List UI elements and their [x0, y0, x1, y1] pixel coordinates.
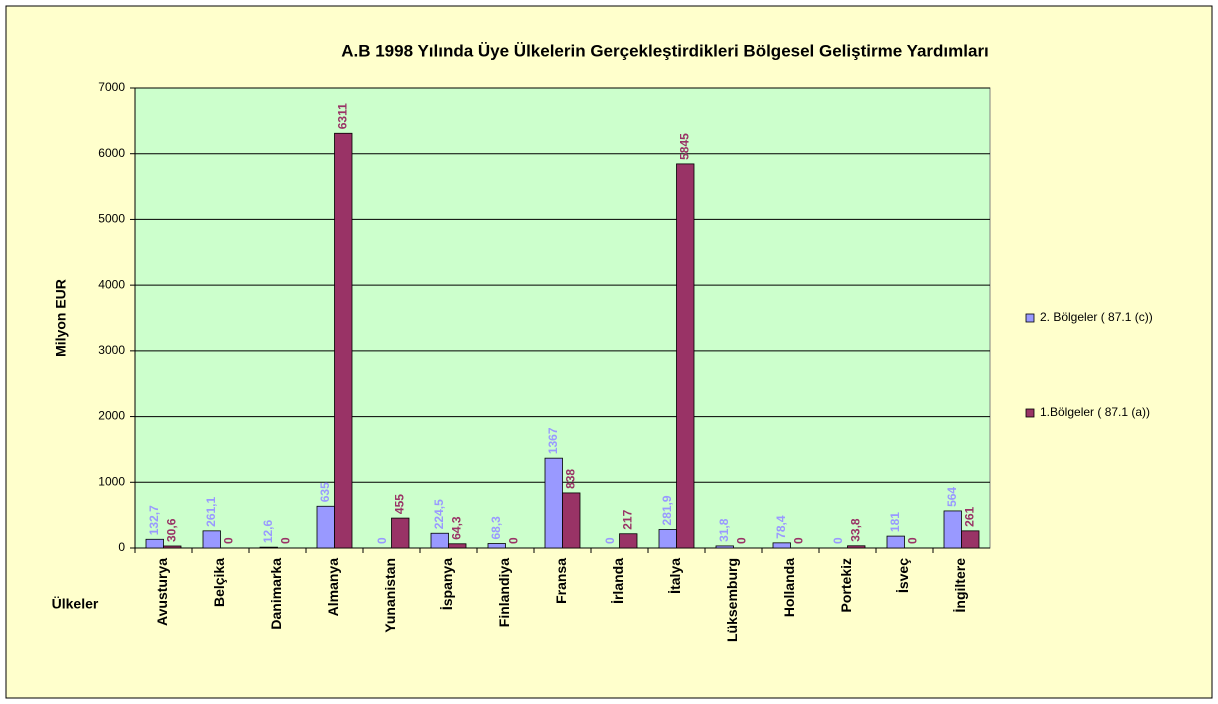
- y-tick-label: 5000: [98, 212, 125, 226]
- x-tick-label: Avusturya: [154, 558, 170, 626]
- x-tick-label: Finlandiya: [496, 558, 512, 627]
- bar: [847, 545, 866, 549]
- chart-title: A.B 1998 Yılında Üye Ülkelerin Gerçekleş…: [341, 41, 989, 60]
- bar: [961, 530, 980, 549]
- x-tick-label: Danimarka: [268, 558, 284, 630]
- value-label: 261: [962, 507, 976, 527]
- value-label: 261,1: [204, 496, 218, 526]
- value-label: 0: [506, 537, 520, 544]
- bar: [163, 545, 182, 549]
- y-tick-label: 0: [118, 540, 125, 554]
- y-tick-label: 2000: [98, 409, 125, 423]
- bar: [448, 543, 467, 549]
- y-tick-label: 6000: [98, 146, 125, 160]
- x-tick-label: Yunanistan: [382, 558, 398, 633]
- value-label: 78,4: [774, 515, 788, 539]
- x-tick-label: Belçika: [211, 558, 227, 607]
- legend-swatch: [1025, 313, 1035, 323]
- value-label: 64,3: [449, 516, 463, 540]
- y-tick-label: 4000: [98, 277, 125, 291]
- value-label: 33,8: [848, 518, 862, 542]
- x-tick-label: Fransa: [553, 558, 569, 604]
- value-label: 0: [278, 537, 292, 544]
- bar: [316, 505, 335, 549]
- x-tick-label: İrlanda: [610, 558, 626, 604]
- x-tick-label: Portekiz: [838, 558, 854, 612]
- bar: [391, 517, 410, 549]
- x-tick-label: Almanya: [325, 558, 341, 617]
- legend-swatch: [1025, 408, 1035, 418]
- legend-label: 2. Bölgeler ( 87.1 (c)): [1040, 310, 1153, 324]
- value-label: 132,7: [147, 505, 161, 535]
- bar: [943, 510, 962, 549]
- bar: [487, 543, 506, 549]
- bar: [562, 492, 581, 549]
- x-tick-label: Hollanda: [781, 558, 797, 617]
- x-tick-label: İngiltere: [952, 558, 968, 613]
- value-label: 0: [734, 537, 748, 544]
- value-label: 6311: [335, 103, 349, 129]
- value-label: 0: [375, 537, 389, 544]
- value-label: 281,9: [660, 495, 674, 525]
- x-tick-label: İtalya: [667, 558, 683, 594]
- value-label: 635: [318, 482, 332, 502]
- bar: [715, 545, 734, 549]
- value-label: 12,6: [261, 519, 275, 543]
- bar: [772, 542, 791, 549]
- x-tick-label: İspanya: [439, 558, 455, 610]
- value-label: 838: [563, 469, 577, 489]
- bar: [145, 538, 164, 549]
- value-label: 0: [603, 537, 617, 544]
- bar: [676, 163, 695, 549]
- bar: [544, 457, 563, 549]
- value-label: 455: [392, 494, 406, 514]
- value-label: 68,3: [489, 516, 503, 540]
- bar: [259, 546, 278, 549]
- y-tick-label: 1000: [98, 474, 125, 488]
- value-label: 30,6: [164, 518, 178, 542]
- value-label: 5845: [677, 133, 691, 160]
- y-tick-label: 7000: [98, 80, 125, 94]
- value-label: 0: [905, 537, 919, 544]
- bar: [202, 530, 221, 549]
- value-label: 564: [945, 487, 959, 507]
- bar: [886, 535, 905, 549]
- bar: [658, 529, 677, 549]
- bar: [619, 533, 638, 549]
- value-label: 31,8: [717, 518, 731, 542]
- x-tick-label: Lüksemburg: [724, 558, 740, 642]
- value-label: 1367: [546, 427, 560, 454]
- value-label: 217: [620, 509, 634, 529]
- value-label: 0: [221, 537, 235, 544]
- bar: [430, 532, 449, 549]
- bar: [334, 132, 353, 549]
- value-label: 181: [888, 512, 902, 532]
- value-label: 0: [831, 537, 845, 544]
- value-label: 0: [791, 537, 805, 544]
- y-tick-label: 3000: [98, 343, 125, 357]
- legend-label: 1.Bölgeler ( 87.1 (a)): [1040, 405, 1150, 419]
- x-axis-label: Ülkeler: [52, 596, 99, 612]
- value-label: 224,5: [432, 499, 446, 529]
- y-axis-label: Milyon EUR: [53, 279, 69, 357]
- x-tick-label: İsveç: [895, 558, 911, 593]
